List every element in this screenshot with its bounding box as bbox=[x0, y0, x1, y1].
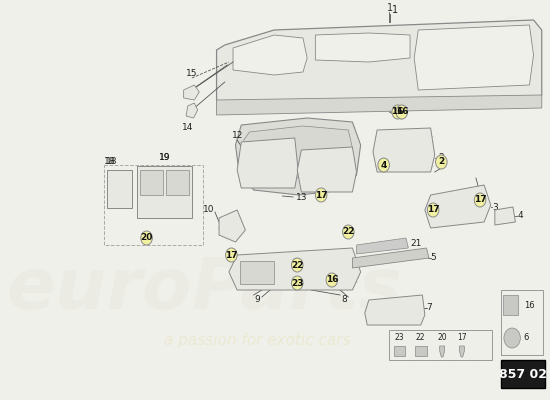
Polygon shape bbox=[237, 138, 298, 188]
Text: ⊂S: ⊂S bbox=[478, 16, 523, 44]
Polygon shape bbox=[425, 185, 491, 228]
Circle shape bbox=[436, 155, 447, 169]
Polygon shape bbox=[297, 147, 356, 192]
Polygon shape bbox=[229, 248, 361, 290]
Text: 6: 6 bbox=[524, 334, 529, 342]
Text: 19: 19 bbox=[159, 154, 170, 162]
Text: 7: 7 bbox=[426, 304, 432, 312]
Polygon shape bbox=[373, 128, 434, 172]
Circle shape bbox=[343, 225, 354, 239]
FancyBboxPatch shape bbox=[415, 346, 426, 356]
Text: 14: 14 bbox=[182, 122, 194, 132]
Text: 15: 15 bbox=[186, 70, 197, 78]
Polygon shape bbox=[414, 25, 534, 90]
Text: 22: 22 bbox=[416, 332, 426, 342]
Text: 10: 10 bbox=[204, 206, 215, 214]
FancyBboxPatch shape bbox=[389, 330, 492, 360]
Circle shape bbox=[378, 158, 389, 172]
Text: 19: 19 bbox=[159, 152, 170, 162]
Polygon shape bbox=[495, 207, 515, 225]
FancyBboxPatch shape bbox=[394, 346, 405, 356]
Text: 20: 20 bbox=[140, 234, 153, 242]
Circle shape bbox=[315, 188, 327, 202]
Text: 13: 13 bbox=[295, 192, 307, 202]
Text: 16: 16 bbox=[326, 276, 338, 284]
Text: 22: 22 bbox=[342, 228, 355, 236]
Polygon shape bbox=[315, 33, 410, 62]
Text: 2: 2 bbox=[438, 158, 444, 166]
Circle shape bbox=[141, 231, 152, 245]
Text: 5: 5 bbox=[431, 254, 436, 262]
Polygon shape bbox=[184, 85, 199, 100]
Polygon shape bbox=[356, 238, 409, 254]
Text: 16: 16 bbox=[395, 108, 408, 116]
Text: euroParts: euroParts bbox=[6, 256, 402, 324]
Text: 20: 20 bbox=[437, 332, 447, 342]
Text: 17: 17 bbox=[225, 250, 238, 260]
Text: 857 02: 857 02 bbox=[499, 368, 547, 380]
Polygon shape bbox=[459, 346, 464, 357]
Polygon shape bbox=[140, 170, 163, 195]
Polygon shape bbox=[240, 261, 274, 284]
Text: 17: 17 bbox=[474, 196, 486, 204]
Polygon shape bbox=[107, 170, 132, 208]
Polygon shape bbox=[217, 20, 542, 110]
Text: 12: 12 bbox=[232, 132, 243, 140]
Circle shape bbox=[474, 193, 486, 207]
Text: 17: 17 bbox=[427, 206, 439, 214]
Text: 17: 17 bbox=[315, 190, 327, 200]
Polygon shape bbox=[244, 126, 353, 178]
Circle shape bbox=[504, 328, 520, 348]
Text: 16: 16 bbox=[524, 302, 534, 310]
Text: 2: 2 bbox=[439, 154, 444, 162]
Circle shape bbox=[292, 258, 303, 272]
Text: 16: 16 bbox=[392, 108, 404, 116]
Text: 9: 9 bbox=[255, 295, 261, 304]
Polygon shape bbox=[166, 170, 189, 195]
Circle shape bbox=[396, 105, 408, 119]
Text: 17: 17 bbox=[457, 332, 467, 342]
Text: 22: 22 bbox=[291, 260, 304, 270]
Polygon shape bbox=[219, 210, 245, 242]
Text: 18: 18 bbox=[106, 158, 118, 166]
Polygon shape bbox=[186, 103, 197, 118]
FancyBboxPatch shape bbox=[503, 295, 518, 315]
Circle shape bbox=[292, 276, 303, 290]
Text: 3: 3 bbox=[492, 202, 498, 212]
Polygon shape bbox=[233, 35, 307, 75]
Circle shape bbox=[427, 203, 439, 217]
FancyBboxPatch shape bbox=[500, 360, 545, 388]
Circle shape bbox=[392, 105, 404, 119]
Polygon shape bbox=[365, 295, 425, 325]
Text: 21: 21 bbox=[410, 240, 421, 248]
Text: 8: 8 bbox=[342, 295, 347, 304]
Polygon shape bbox=[439, 346, 444, 357]
Polygon shape bbox=[353, 248, 429, 268]
Circle shape bbox=[326, 273, 338, 287]
Polygon shape bbox=[137, 166, 192, 218]
Polygon shape bbox=[217, 95, 542, 115]
Polygon shape bbox=[235, 118, 361, 195]
Text: 11: 11 bbox=[322, 144, 333, 152]
Text: 18: 18 bbox=[104, 156, 116, 166]
Text: 23: 23 bbox=[291, 278, 304, 288]
Text: 4: 4 bbox=[381, 160, 387, 170]
Text: 4: 4 bbox=[517, 212, 522, 220]
Text: a passion for exotic cars: a passion for exotic cars bbox=[164, 332, 351, 348]
Text: 1: 1 bbox=[392, 5, 398, 15]
FancyBboxPatch shape bbox=[500, 290, 543, 355]
Text: 1: 1 bbox=[387, 3, 393, 13]
Text: 23: 23 bbox=[394, 332, 404, 342]
Circle shape bbox=[226, 248, 237, 262]
